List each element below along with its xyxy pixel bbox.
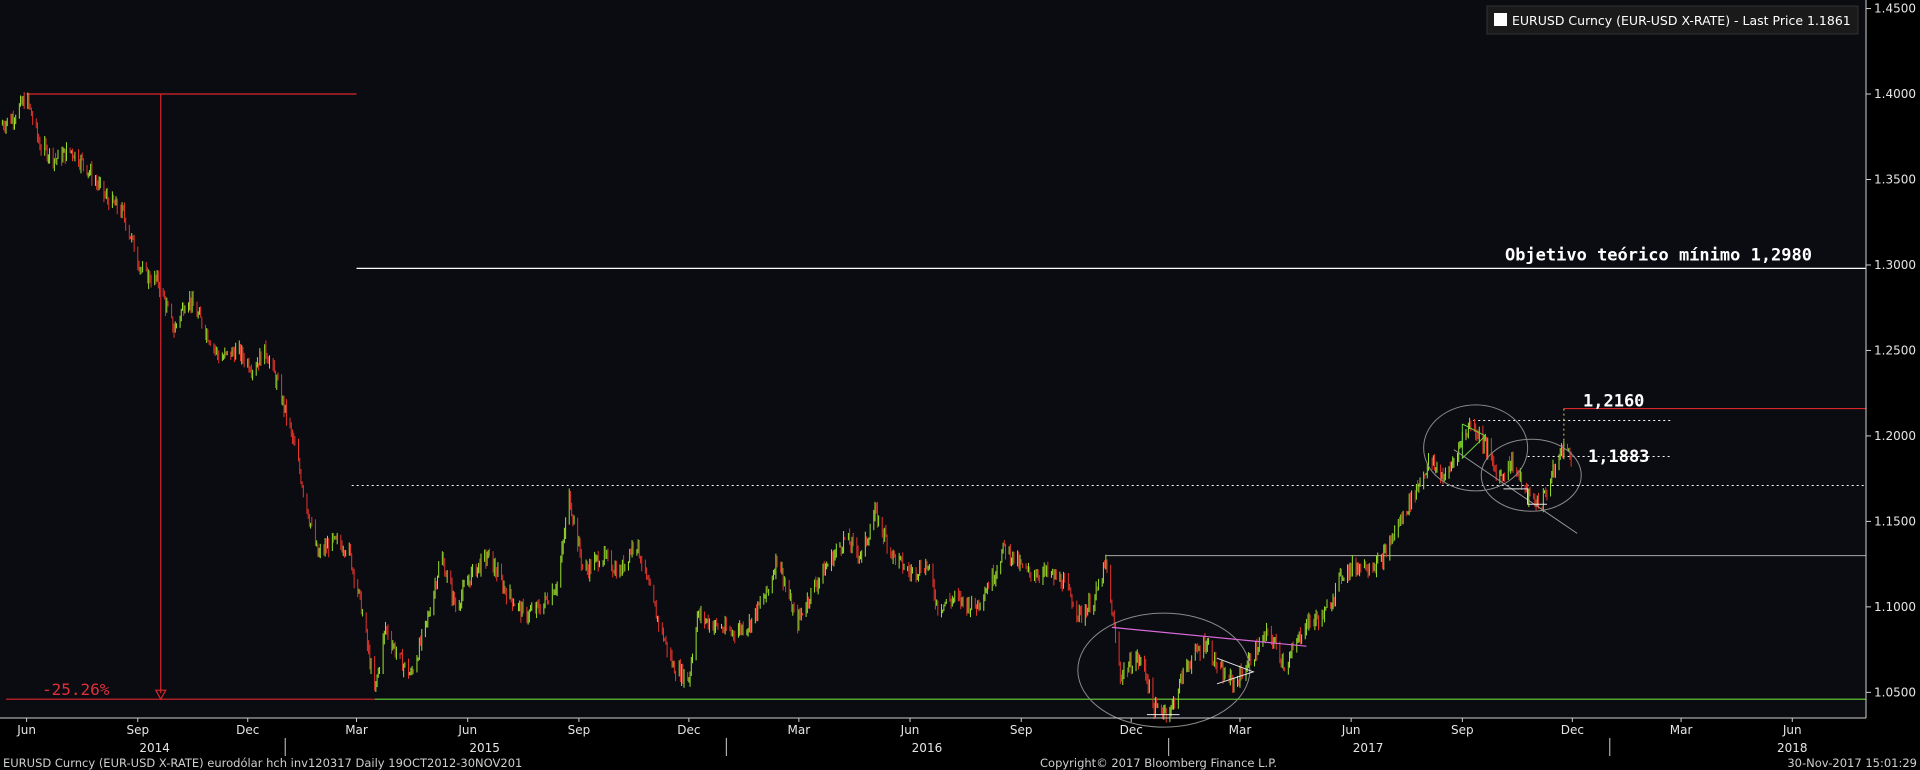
year-label: 2014	[139, 741, 170, 755]
footer: EURUSD Curncy (EUR-USD X-RATE) eurodólar…	[3, 756, 1917, 770]
legend: EURUSD Curncy (EUR-USD X-RATE) - Last Pr…	[1486, 5, 1859, 35]
y-tick-label: 1.1500	[1874, 514, 1916, 528]
pattern-overlays	[1077, 404, 1582, 728]
x-tick-label: Jun	[1782, 723, 1802, 737]
triangle-small	[1216, 657, 1255, 685]
x-tick-label: Sep	[1010, 723, 1033, 737]
x-tick-label: Jun	[1341, 723, 1361, 737]
legend-swatch	[1494, 13, 1507, 26]
x-tick-label: Sep	[568, 723, 591, 737]
y-tick-label: 1.2000	[1874, 429, 1916, 443]
x-tick-label: Dec	[1120, 723, 1143, 737]
footer-right: 30-Nov-2017 15:01:29	[1787, 756, 1917, 770]
trend-line-down	[1453, 449, 1578, 534]
pattern-ellipse-left	[1423, 404, 1529, 492]
x-tick-label: Mar	[1670, 723, 1693, 737]
y-tick-label: 1.3500	[1874, 173, 1916, 187]
pattern-ellipse-right	[1480, 438, 1582, 512]
target-label: Objetivo teórico mínimo 1,2980	[1505, 245, 1812, 265]
base-steps	[1503, 488, 1547, 505]
drop-pct-label: -25.26%	[42, 680, 110, 699]
price-series	[1, 92, 1572, 723]
x-tick-label: Dec	[236, 723, 259, 737]
drop-arrow-head	[154, 689, 167, 701]
x-tick-label: Dec	[1561, 723, 1584, 737]
x-tick-label: Dec	[677, 723, 700, 737]
x-tick-label: Mar	[345, 723, 368, 737]
x-tick-label: Mar	[1229, 723, 1252, 737]
year-label: 2017	[1353, 741, 1384, 755]
y-tick-label: 1.4000	[1874, 87, 1916, 101]
y-tick-label: 1.1000	[1874, 600, 1916, 614]
legend-label: EURUSD Curncy (EUR-USD X-RATE) - Last Pr…	[1512, 13, 1851, 28]
x-tick-label: Sep	[126, 723, 149, 737]
year-label: 2018	[1777, 741, 1808, 755]
y-tick-label: 1.3000	[1874, 258, 1916, 272]
x-axis: Jun Sep Dec Mar Jun Sep Dec Mar Jun Sep Dec Mar Jun S…	[0, 717, 1866, 756]
x-tick-label: Jun	[457, 723, 477, 737]
year-label: 2015	[469, 741, 500, 755]
y-tick-label: 1.2500	[1874, 343, 1916, 357]
level-high-label: 1,2160	[1583, 392, 1644, 412]
x-tick-label: Jun	[900, 723, 920, 737]
y-tick-label: 1.0500	[1874, 685, 1916, 699]
annotations: Objetivo teórico mínimo 1,2980 1,2160 1,18…	[42, 245, 1812, 699]
neckline	[1111, 626, 1307, 647]
footer-left: EURUSD Curncy (EUR-USD X-RATE) eurodólar…	[3, 756, 522, 770]
level-mid-label: 1,1883	[1588, 447, 1649, 467]
triangle-top	[1461, 423, 1487, 460]
y-tick-label: 1.4500	[1874, 2, 1916, 16]
x-tick-label: Jun	[16, 723, 36, 737]
plot-area	[0, 0, 1866, 718]
x-tick-label: Sep	[1451, 723, 1474, 737]
year-label: 2016	[912, 741, 943, 755]
x-tick-label: Mar	[788, 723, 811, 737]
y-axis: 1.0500 1.1000 1.1500 1.2000 1.2500 1.3000 1.35…	[1865, 0, 1916, 718]
footer-center: Copyright© 2017 Bloomberg Finance L.P.	[1040, 756, 1277, 770]
reference-lines	[6, 93, 1866, 701]
